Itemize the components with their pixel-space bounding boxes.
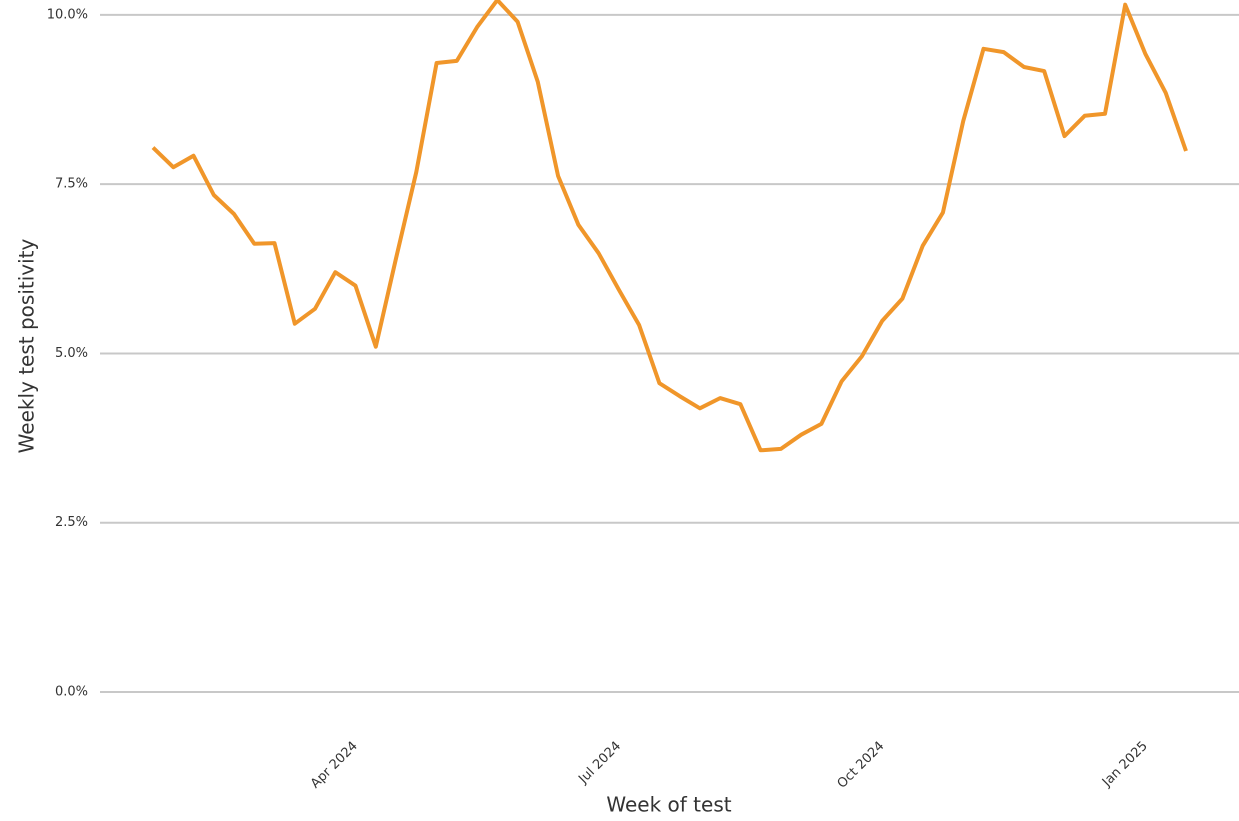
x-tick-label: Jul 2024 xyxy=(575,739,624,788)
y-tick-label: 0.0% xyxy=(55,685,88,700)
x-tick-label: Jan 2025 xyxy=(1099,739,1151,791)
data-line xyxy=(151,0,1188,453)
y-tick-label: 2.5% xyxy=(55,515,88,530)
y-tick-label: 7.5% xyxy=(55,177,88,192)
x-tick-label: Apr 2024 xyxy=(308,739,361,792)
y-tick-label: 10.0% xyxy=(47,7,88,22)
x-tick-label: Oct 2024 xyxy=(835,739,888,792)
x-axis-title: Week of test xyxy=(606,793,731,817)
y-axis-title: Weekly test positivity xyxy=(15,238,39,453)
y-tick-label: 5.0% xyxy=(55,346,88,361)
